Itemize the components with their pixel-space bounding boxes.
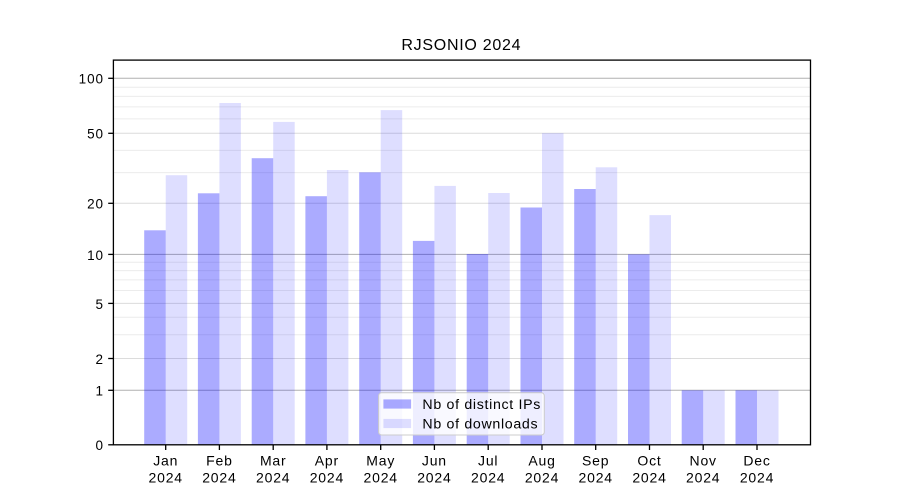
svg-text:Jan: Jan	[153, 453, 178, 469]
svg-text:Dec: Dec	[743, 453, 770, 469]
svg-text:Nb of downloads: Nb of downloads	[422, 416, 538, 432]
svg-text:2024: 2024	[525, 469, 559, 485]
svg-text:RJSONIO 2024: RJSONIO 2024	[401, 37, 521, 54]
svg-text:2024: 2024	[364, 469, 398, 485]
svg-text:Jul: Jul	[478, 453, 498, 469]
svg-text:Feb: Feb	[206, 453, 233, 469]
svg-text:Nb of distinct IPs: Nb of distinct IPs	[422, 397, 541, 413]
svg-text:2024: 2024	[579, 469, 613, 485]
svg-text:2024: 2024	[417, 469, 451, 485]
svg-text:5: 5	[95, 297, 103, 312]
svg-text:50: 50	[87, 127, 104, 142]
svg-text:May: May	[366, 453, 395, 469]
svg-text:Nov: Nov	[690, 453, 717, 469]
svg-text:Sep: Sep	[582, 453, 609, 469]
svg-text:2024: 2024	[471, 469, 505, 485]
svg-text:20: 20	[87, 197, 104, 212]
svg-text:2: 2	[95, 352, 103, 367]
svg-text:Oct: Oct	[637, 453, 661, 469]
svg-text:2024: 2024	[632, 469, 666, 485]
svg-text:0: 0	[95, 438, 103, 453]
svg-text:2024: 2024	[149, 469, 183, 485]
svg-text:Mar: Mar	[260, 453, 287, 469]
svg-text:Jun: Jun	[422, 453, 447, 469]
svg-text:2024: 2024	[202, 469, 236, 485]
svg-text:2024: 2024	[256, 469, 290, 485]
svg-text:100: 100	[79, 72, 104, 87]
svg-text:Apr: Apr	[315, 453, 339, 469]
svg-text:10: 10	[87, 248, 104, 263]
svg-text:2024: 2024	[310, 469, 344, 485]
svg-text:1: 1	[95, 384, 103, 399]
svg-text:2024: 2024	[740, 469, 774, 485]
svg-text:Aug: Aug	[528, 453, 555, 469]
svg-text:2024: 2024	[686, 469, 720, 485]
